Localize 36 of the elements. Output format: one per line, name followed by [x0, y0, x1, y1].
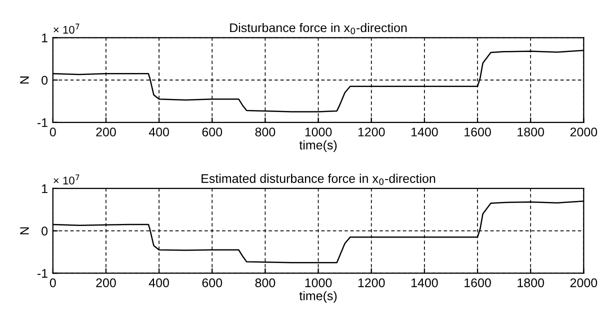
- x-tick-label: 200: [96, 128, 116, 136]
- x-tick-label: 1000: [305, 128, 332, 136]
- x-tick-label: 0: [50, 128, 56, 136]
- y-tick-label: 0: [42, 226, 48, 236]
- x-tick-label: 2000: [570, 278, 598, 288]
- x-tick-label: 800: [255, 128, 276, 136]
- chart-title: Disturbance force in x$_{0}$-direction: [230, 23, 407, 34]
- x-tick-label: 400: [148, 278, 169, 288]
- x-tick-label: 400: [148, 128, 169, 136]
- x-axis-title: time(s): [299, 140, 337, 152]
- x-tick-label: 1600: [464, 278, 491, 288]
- x-tick-label: 1800: [518, 128, 544, 136]
- x-tick-label: 1400: [411, 278, 438, 288]
- y-axis-title: N: [20, 76, 29, 84]
- y-tick-label: 1: [42, 34, 48, 42]
- y-tick-label: 1: [42, 184, 48, 193]
- x-tick-label: 1800: [518, 278, 544, 288]
- x-tick-label: 1200: [358, 128, 385, 136]
- y-axis-title: N: [20, 227, 29, 234]
- y-tick-label: 0: [42, 76, 48, 85]
- x-tick-label: 1000: [305, 278, 332, 288]
- x-tick-label: 1600: [464, 128, 491, 136]
- x-axis-title: time(s): [299, 291, 337, 303]
- x-tick-label: 1400: [411, 128, 438, 136]
- x-tick-label: 0: [50, 278, 56, 288]
- x-tick-label: 200: [96, 278, 116, 288]
- text: × 10$^{7}$: [54, 24, 80, 34]
- y-tick-label: -1: [37, 269, 48, 278]
- x-tick-label: 800: [255, 278, 276, 288]
- chart-title: Estimated disturbance force in x$_{0}$-direction: [202, 174, 436, 186]
- x-tick-label: 600: [202, 278, 222, 288]
- x-tick-label: 600: [202, 128, 222, 136]
- y-tick-label: -1: [37, 118, 48, 127]
- x-tick-label: 1200: [358, 278, 385, 288]
- text: × 10$^{7}$: [54, 174, 80, 184]
- x-tick-label: 2000: [570, 128, 598, 136]
